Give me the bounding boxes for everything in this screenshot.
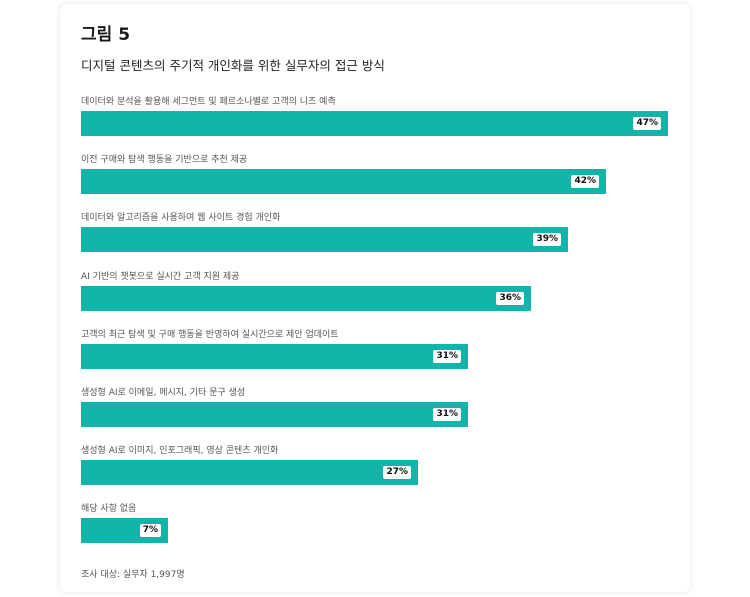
bar-category-label: 데이터와 분석을 활용해 세그먼트 및 페르소나별로 고객의 니즈 예측 xyxy=(81,97,336,107)
figure-card: 그림 5 디지털 콘텐츠의 주기적 개인화를 위한 실무자의 접근 방식 데이터… xyxy=(60,4,690,592)
bar-value-label: 27% xyxy=(383,466,411,480)
bar: 39% xyxy=(81,227,568,253)
bar-row: 해당 사항 없음 7% xyxy=(81,501,671,545)
bar-row: 생성형 AI로 이메일, 메시지, 기타 문구 생성 31% xyxy=(81,385,671,429)
figure-title: 그림 5 xyxy=(81,25,131,45)
bar-value-label: 31% xyxy=(433,408,461,421)
bar-category-label: AI 기반의 챗봇으로 실시간 고객 지원 제공 xyxy=(81,271,240,282)
figure-subtitle: 디지털 콘텐츠의 주기적 개인화를 위한 실무자의 접근 방식 xyxy=(81,58,385,73)
bar-row: 이전 구매와 탐색 행동을 기반으로 추천 제공 42% xyxy=(81,152,671,196)
survey-note: 조사 대상: 실무자 1,997명 xyxy=(81,570,185,580)
bar: 7% xyxy=(81,518,168,544)
bar-value-label: 39% xyxy=(533,233,561,247)
bar: 42% xyxy=(81,169,606,195)
bar-category-label: 생성형 AI로 이메일, 메시지, 기타 문구 생성 xyxy=(81,388,246,398)
bar-chart: 데이터와 분석을 활용해 세그먼트 및 페르소나별로 고객의 니즈 예측 47% 이… xyxy=(60,4,690,592)
bar-value-label: 47% xyxy=(633,117,661,130)
bar-value-label: 42% xyxy=(571,175,599,189)
bar-category-label: 데이터와 알고리즘을 사용하여 웹 사이트 경험 개인화 xyxy=(81,213,281,224)
bar-category-label: 이전 구매와 탐색 행동을 기반으로 추천 제공 xyxy=(81,155,248,166)
bar-row: 데이터와 알고리즘을 사용하여 웹 사이트 경험 개인화 39% xyxy=(81,210,671,254)
bar: 47% xyxy=(81,111,668,136)
bar-category-label: 해당 사항 없음 xyxy=(81,504,137,515)
bar: 27% xyxy=(81,460,418,486)
bar-value-label: 7% xyxy=(139,524,161,538)
bar-value-label: 31% xyxy=(433,349,461,363)
bar-category-label: 고객의 최근 탐색 및 구매 행동을 반영하여 실시간으로 제안 업데이트 xyxy=(81,329,339,340)
bar: 36% xyxy=(81,285,531,311)
bar-value-label: 36% xyxy=(496,291,524,305)
bar-row: 데이터와 분석을 활용해 세그먼트 및 페르소나별로 고객의 니즈 예측 47% xyxy=(81,94,671,138)
bar: 31% xyxy=(81,343,468,369)
bar: 31% xyxy=(81,402,468,427)
bar-category-label: 생성형 AI로 이미지, 인포그래픽, 영상 콘텐츠 개인화 xyxy=(81,446,279,457)
bar-row: 고객의 최근 탐색 및 구매 행동을 반영하여 실시간으로 제안 업데이트 31% xyxy=(81,327,671,371)
bar-row: 생성형 AI로 이미지, 인포그래픽, 영상 콘텐츠 개인화 27% xyxy=(81,443,671,487)
bar-row: AI 기반의 챗봇으로 실시간 고객 지원 제공 36% xyxy=(81,269,671,313)
